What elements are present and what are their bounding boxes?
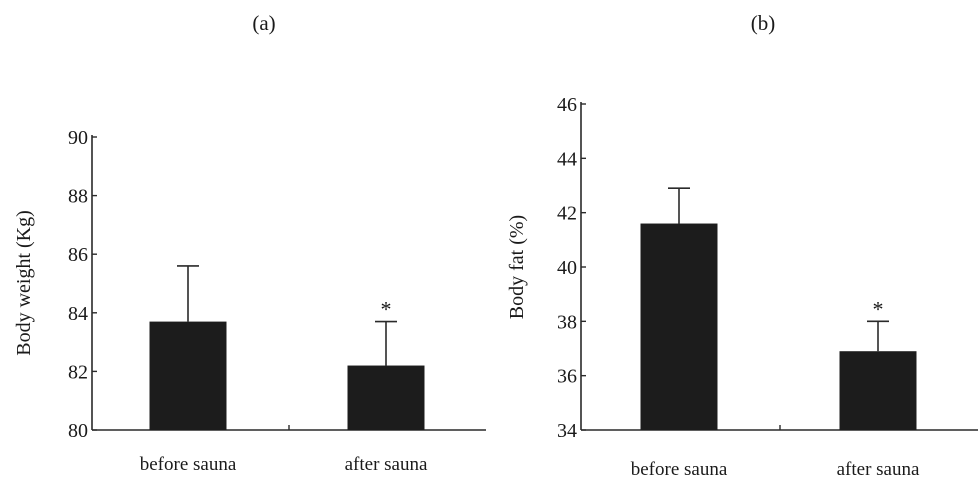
y-axis-title: Body weight (Kg) — [13, 210, 35, 356]
x-category-label: after sauna — [345, 454, 428, 475]
bar-before-sauna — [640, 223, 718, 430]
significance-marker: * — [381, 297, 392, 322]
x-category-label: before sauna — [140, 454, 237, 475]
panel-a: (a) 80 82 84 86 88 90 Body weight (Kg) before sa… — [13, 11, 486, 475]
y-tick-label: 44 — [557, 148, 577, 170]
y-tick-label: 42 — [557, 203, 577, 225]
bar-before-sauna — [149, 321, 227, 430]
y-tick-label: 84 — [68, 303, 88, 325]
y-tick-label: 80 — [68, 420, 88, 442]
x-category-label: after sauna — [837, 459, 920, 480]
bar-after-sauna — [839, 351, 917, 430]
y-tick-label: 40 — [557, 257, 577, 279]
y-tick-label: 34 — [557, 420, 577, 442]
bar-after-sauna — [347, 365, 425, 430]
panel-label: (b) — [751, 11, 776, 35]
y-tick-label: 36 — [557, 366, 577, 388]
y-tick-label: 90 — [68, 127, 88, 149]
y-tick-label: 38 — [557, 311, 577, 333]
x-category-label: before sauna — [631, 459, 728, 480]
y-axis-title: Body fat (%) — [506, 215, 528, 319]
y-tick-label: 86 — [68, 244, 88, 266]
y-tick-label: 46 — [557, 94, 577, 116]
y-tick-label: 88 — [68, 186, 88, 208]
y-tick-label: 82 — [68, 361, 88, 383]
panel-label: (a) — [252, 11, 275, 35]
panel-b: (b) 34 36 38 40 42 44 46 Body fat (%) before saun… — [506, 11, 978, 480]
significance-marker: * — [873, 296, 884, 321]
